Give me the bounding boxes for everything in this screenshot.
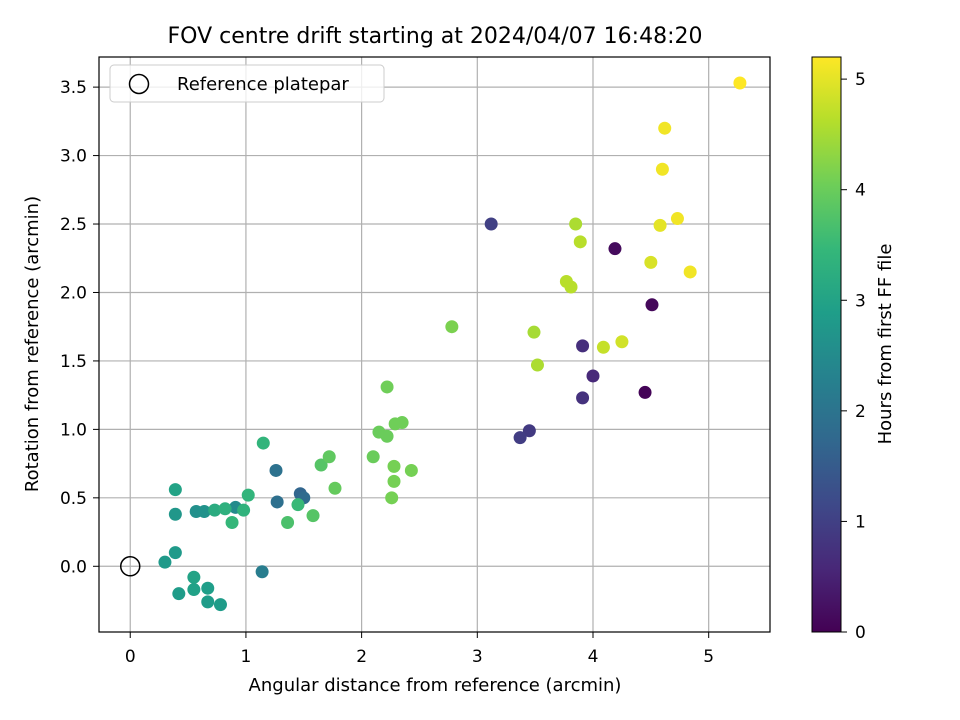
legend-marker-icon (128, 73, 150, 95)
data-point (733, 76, 747, 90)
x-tick-label: 0 (125, 647, 136, 667)
legend: Reference platepar (109, 64, 385, 103)
data-point (445, 320, 459, 334)
data-point (314, 458, 328, 472)
y-tick-label: 3.0 (60, 147, 87, 167)
y-tick-label: 0.5 (60, 489, 87, 509)
y-tick-label: 0.0 (60, 557, 87, 577)
data-point (638, 385, 652, 399)
legend-box (109, 64, 385, 103)
data-point (213, 598, 227, 612)
x-axis-ticks: 0 1 2 3 4 5 (125, 632, 714, 667)
y-axis-ticks: 0.0 0.5 1.0 1.5 2.0 2.5 3.0 3.5 (60, 78, 99, 577)
reference-point-marker (119, 556, 141, 577)
data-point (255, 565, 269, 579)
colorbar-tick-label: 3 (855, 291, 866, 311)
colorbar-gradient (811, 56, 842, 633)
plot-area-frame (98, 56, 771, 633)
data-point (380, 429, 394, 443)
x-tick-label: 4 (588, 647, 599, 667)
data-point (596, 340, 610, 354)
data-point (241, 488, 255, 502)
data-point (395, 416, 409, 430)
data-point (168, 483, 182, 497)
x-tick-label: 5 (703, 647, 714, 667)
data-point (644, 255, 658, 269)
colorbar-tick-label: 5 (855, 70, 866, 90)
data-point (237, 503, 251, 517)
data-point (322, 450, 336, 464)
colorbar-tick-label: 4 (855, 181, 866, 201)
data-point (655, 162, 669, 176)
data-point (172, 587, 186, 601)
colorbar-tick-label: 2 (855, 402, 866, 422)
legend-label: Reference platepar (177, 74, 349, 95)
data-point (225, 515, 239, 529)
x-tick-label: 1 (241, 647, 252, 667)
data-point (380, 380, 394, 394)
x-tick-label: 2 (356, 647, 367, 667)
data-points (158, 76, 747, 612)
colorbar-ticks: 0 1 2 3 4 5 (841, 70, 866, 643)
data-point (385, 491, 399, 505)
data-point (586, 369, 600, 383)
x-tick-label: 3 (472, 647, 483, 667)
y-tick-label: 1.5 (60, 352, 87, 372)
data-point (683, 265, 697, 279)
grid (99, 57, 770, 632)
data-point (256, 436, 270, 450)
data-point (404, 463, 418, 477)
data-point (513, 431, 527, 445)
data-point (615, 335, 629, 349)
data-point (387, 459, 401, 473)
y-tick-label: 2.0 (60, 283, 87, 303)
data-point (306, 509, 320, 523)
data-point (168, 546, 182, 560)
data-point (201, 595, 215, 609)
data-point (653, 218, 667, 232)
colorbar: 0 1 2 3 4 5 Hours from first FF file (811, 56, 896, 643)
data-point (269, 463, 283, 477)
data-point (281, 515, 295, 529)
data-point (645, 298, 659, 312)
data-point (522, 424, 536, 438)
data-point (158, 555, 172, 569)
data-point (658, 121, 672, 135)
data-point (218, 502, 232, 516)
data-point (366, 450, 380, 464)
data-point (208, 503, 222, 517)
data-point (387, 474, 401, 488)
data-point (291, 498, 305, 512)
colorbar-tick-label: 0 (855, 623, 866, 643)
colorbar-label: Hours from first FF file (875, 244, 896, 445)
data-point (564, 280, 578, 294)
y-tick-label: 1.0 (60, 420, 87, 440)
data-point (484, 217, 498, 231)
data-point (270, 495, 284, 509)
data-point (187, 570, 201, 584)
colorbar-tick-label: 1 (855, 512, 866, 532)
y-tick-label: 2.5 (60, 215, 87, 235)
data-point (187, 583, 201, 597)
y-axis-label: Rotation from reference (arcmin) (22, 196, 43, 492)
data-point (608, 242, 622, 256)
data-point (168, 507, 182, 521)
data-point (328, 481, 342, 495)
data-point (573, 235, 587, 249)
chart-title: FOV centre drift starting at 2024/04/07 … (168, 24, 703, 49)
data-point (576, 339, 590, 353)
data-point (670, 212, 684, 226)
data-point (201, 581, 215, 595)
data-point (197, 505, 211, 519)
data-point (527, 325, 541, 339)
data-point (576, 391, 590, 405)
data-point (530, 358, 544, 372)
x-axis-label: Angular distance from reference (arcmin) (249, 675, 622, 696)
y-tick-label: 3.5 (60, 78, 87, 98)
data-point (569, 217, 583, 231)
